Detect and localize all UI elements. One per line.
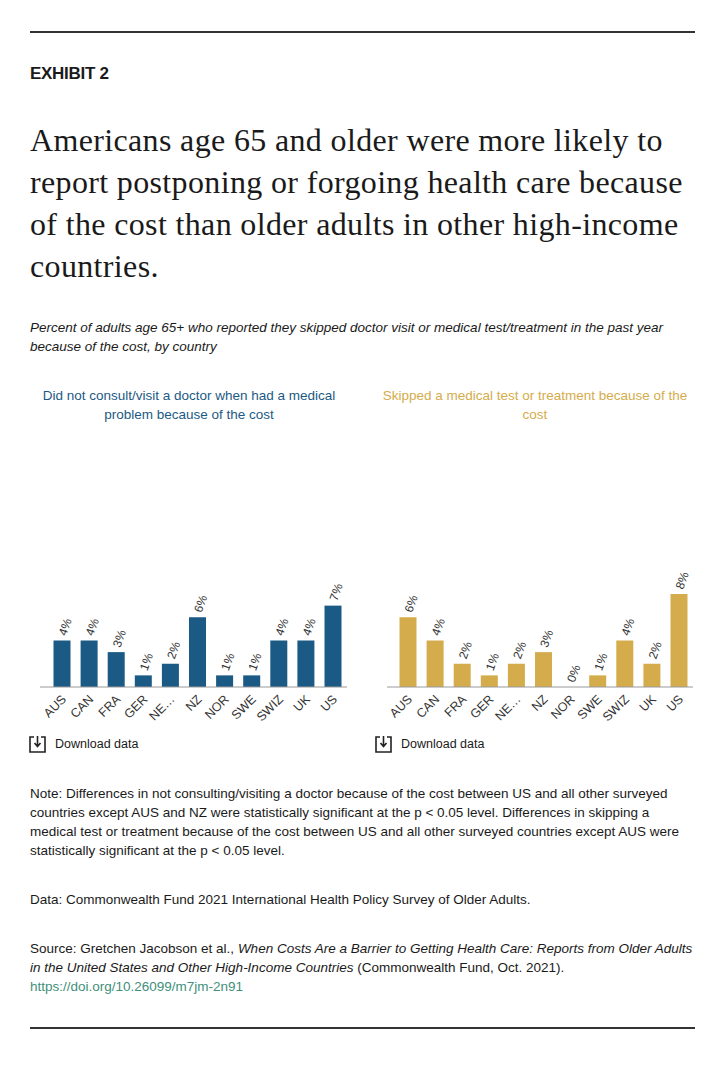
category-label: NZ <box>183 692 205 714</box>
category-label: AUS <box>41 692 69 720</box>
data-label: 8% <box>673 570 692 591</box>
data-label: 1% <box>137 651 156 672</box>
bar <box>54 641 71 688</box>
bar <box>297 641 314 688</box>
note: Note: Differences in not consulting/visi… <box>30 784 696 860</box>
category-label: SWIZ <box>254 692 286 724</box>
bar <box>108 652 125 687</box>
data-label: 1% <box>483 651 502 672</box>
category-label: SWIZ <box>600 692 632 724</box>
bar <box>216 675 233 687</box>
category-label: GER <box>121 692 150 721</box>
bar <box>427 641 444 688</box>
category-label: SWE <box>229 692 259 722</box>
bar <box>671 594 688 687</box>
category-label: SWE <box>575 692 605 722</box>
bar <box>535 652 552 687</box>
data-label: 2% <box>510 639 529 660</box>
data-label: 1% <box>218 651 237 672</box>
data-label: 1% <box>245 651 264 672</box>
category-label: US <box>664 692 686 714</box>
category-label: UK <box>637 692 660 715</box>
bars <box>54 606 342 687</box>
icon-arrow <box>381 736 387 747</box>
category-label: FRA <box>442 692 470 720</box>
source-prefix: Source: Gretchen Jacobson et al., <box>30 941 238 956</box>
bar <box>81 641 98 688</box>
bar <box>162 664 179 687</box>
icon-frame <box>376 737 391 752</box>
subtitle: Percent of adults age 65+ who reported t… <box>30 318 695 356</box>
data-label: 7% <box>327 581 346 602</box>
category-label: NZ <box>529 692 551 714</box>
category-label: US <box>318 692 340 714</box>
source-link[interactable]: https://doi.org/10.26099/m7jm-2n91 <box>30 979 243 994</box>
category-label: GER <box>467 692 496 721</box>
source-suffix: (Commonwealth Fund, Oct. 2021). <box>353 960 564 975</box>
title: Americans age 65 and older were more lik… <box>30 119 698 287</box>
data-label: 0% <box>564 663 583 684</box>
bar <box>325 606 342 687</box>
download-icon[interactable] <box>30 736 45 752</box>
bar <box>643 664 660 687</box>
x-axis-line <box>40 687 347 688</box>
data-label: 2% <box>646 639 665 660</box>
bar <box>589 675 606 687</box>
download-data[interactable]: Download data <box>401 737 484 751</box>
data-label: 4% <box>300 616 319 637</box>
chart-title: Did not consult/visit a doctor when had … <box>30 386 348 424</box>
category-label: NE… <box>146 692 177 723</box>
data-label: 4% <box>56 616 75 637</box>
bar <box>270 641 287 688</box>
data-label: 4% <box>272 616 291 637</box>
icon-arrow <box>35 736 41 747</box>
category-label: UK <box>291 692 314 715</box>
bar <box>508 664 525 687</box>
bar <box>616 641 633 688</box>
data-label: 3% <box>537 628 556 649</box>
chart-canvas: 4%4%3%1%2%6%1%1%4%4%7%AUSCANFRAGERNE…NZN… <box>0 0 725 1090</box>
bar <box>189 617 206 687</box>
category-label: CAN <box>414 692 443 721</box>
x-axis-line <box>387 687 693 688</box>
data-label: 3% <box>110 628 129 649</box>
exhibit-label: EXHIBIT 2 <box>30 64 109 84</box>
download-icon[interactable] <box>376 736 391 752</box>
data-label: 4% <box>83 616 102 637</box>
bars <box>400 594 688 687</box>
download-data[interactable]: Download data <box>55 737 138 751</box>
data-label: 4% <box>618 616 637 637</box>
bar <box>243 675 260 687</box>
data-label: 2% <box>164 639 183 660</box>
bar <box>135 675 152 687</box>
top-rule <box>30 31 695 33</box>
category-label: AUS <box>387 692 415 720</box>
bar <box>481 675 498 687</box>
category-label: CAN <box>68 692 97 721</box>
data-label: 2% <box>456 639 475 660</box>
source: Source: Gretchen Jacobson et al., When C… <box>30 939 695 996</box>
icon-frame <box>30 737 45 752</box>
category-label: FRA <box>96 692 124 720</box>
data-label: 6% <box>402 593 421 614</box>
category-label: NOR <box>548 692 578 722</box>
category-label: NOR <box>202 692 232 722</box>
data-label: 6% <box>191 593 210 614</box>
bar <box>400 617 417 687</box>
data-label: 1% <box>591 651 610 672</box>
data-source: Data: Commonwealth Fund 2021 Internation… <box>30 890 695 909</box>
data-label: 4% <box>429 616 448 637</box>
chart-title: Skipped a medical test or treatment beca… <box>376 386 694 424</box>
bottom-rule <box>30 1027 695 1029</box>
bar <box>454 664 471 687</box>
category-label: NE… <box>492 692 523 723</box>
